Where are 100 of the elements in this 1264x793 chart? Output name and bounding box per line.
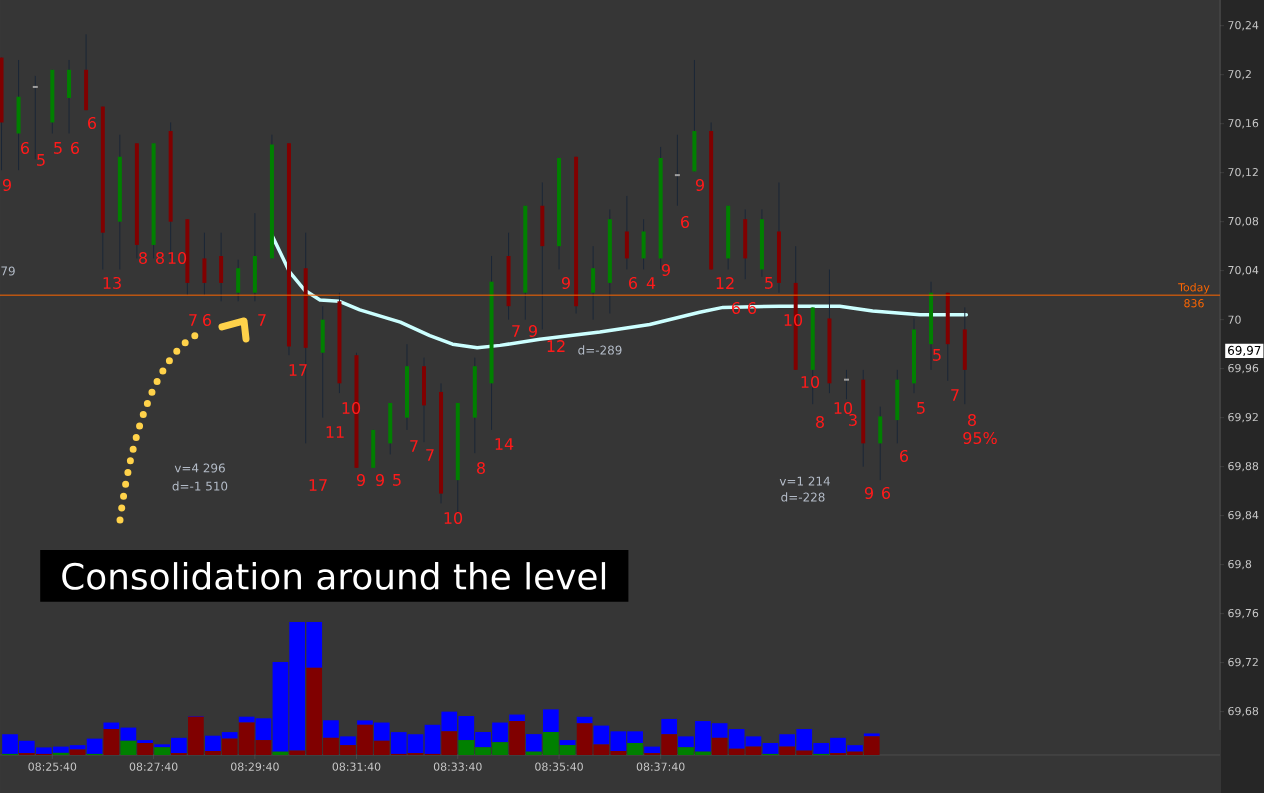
bar [154, 747, 170, 755]
annotation: 10 [342, 401, 361, 414]
bar [120, 740, 137, 755]
x-tick-label: 08:35:40 [535, 762, 583, 771]
y-tick-label: 70,24 [1228, 21, 1259, 31]
bar [52, 752, 69, 755]
y-tick-label: 70,2 [1228, 70, 1251, 80]
bar [610, 750, 627, 755]
bar [103, 729, 120, 755]
y-tick-label: 69,88 [1228, 461, 1259, 472]
bar [644, 746, 660, 754]
annotation: 7 [258, 314, 266, 326]
bar [509, 721, 525, 755]
annotation: 6 [88, 116, 97, 129]
annotation: 6 [21, 141, 30, 154]
annotation: 9 [2, 178, 11, 191]
annotation: 7 [410, 440, 418, 452]
annotation: 7 [426, 449, 434, 461]
x-tick-label: 08:27:40 [129, 762, 178, 771]
annotation: 8 [816, 415, 824, 428]
annotation: 17 [309, 479, 327, 491]
annotation: 9 [661, 263, 670, 276]
y-tick-label: 70 [1228, 315, 1241, 324]
annotation: 9 [356, 473, 365, 486]
annotation: 17 [289, 364, 307, 376]
annotation: 6 [71, 141, 80, 154]
annotation: 8 [477, 461, 485, 474]
bar [86, 738, 103, 754]
annotation: 11 [326, 426, 344, 438]
bar [593, 725, 610, 745]
annotation: 9 [695, 178, 704, 191]
annotation: 6 [732, 301, 741, 314]
text: 69,97 [1228, 345, 1261, 357]
bar [559, 740, 576, 746]
y-tick-label: 69,68 [1228, 706, 1259, 717]
annotation: v=1 214 [779, 476, 830, 486]
bar [863, 733, 880, 737]
annotation: 13 [103, 276, 121, 289]
bar [525, 734, 542, 752]
y-tick-label: 69,8 [1228, 559, 1252, 570]
annotation: 8 [139, 251, 147, 264]
annotation: 7 [512, 325, 520, 337]
annotation: 4 [646, 277, 656, 289]
annotation: 5 [765, 277, 773, 289]
annotation: 12 [547, 340, 565, 352]
annotation: d=-1 510 [172, 481, 228, 491]
annotation: 5 [393, 474, 401, 486]
annotation: 6 [681, 215, 690, 228]
x-tick-label: 08:25:40 [28, 762, 77, 771]
annotation: 7 [189, 314, 197, 326]
annotation: 9 [561, 276, 570, 289]
annotation: 8 [968, 413, 976, 426]
annotation: 7 [951, 389, 959, 401]
y-tick-label: 69,84 [1228, 510, 1259, 521]
annotation: 10 [444, 511, 463, 525]
annotation: 12 [716, 277, 734, 289]
y-tick-label: 70,12 [1228, 167, 1258, 178]
annotation: 6 [629, 276, 638, 289]
annotation: 5 [933, 349, 941, 361]
y-tick-label: 70,16 [1228, 118, 1259, 129]
bar [661, 718, 678, 735]
annotation: 6 [882, 486, 891, 499]
annotation: 6 [203, 313, 212, 326]
annotation: d=-289 [578, 345, 622, 355]
bar [627, 743, 643, 755]
x-tick-label: 08:33:40 [433, 762, 482, 771]
annotation: 5 [37, 154, 45, 166]
annotation: d=-228 [781, 492, 825, 502]
annotation: 10 [168, 251, 187, 264]
annotation: 6 [748, 301, 757, 314]
annotation: 79 [1, 266, 15, 276]
annotation: 6 [900, 449, 909, 463]
bar [542, 709, 559, 732]
annotation: 5 [917, 402, 925, 414]
y-tick-label: 69,76 [1228, 608, 1259, 619]
annotation: 9 [528, 324, 537, 337]
annotation: 9 [864, 486, 873, 499]
y-tick-label: 70,04 [1228, 265, 1259, 276]
y-tick-label: 69,72 [1228, 657, 1258, 668]
x-tick-label: 08:31:40 [332, 762, 381, 771]
annotation: 10 [784, 313, 803, 326]
annotation: v=4 296 [174, 463, 225, 473]
y-tick-label: 69,92 [1228, 412, 1258, 423]
annotation: Consolidation around the level [62, 562, 606, 590]
bar [137, 743, 153, 755]
annotation: 14 [495, 438, 514, 450]
annotation: 9 [375, 473, 384, 486]
x-tick-label: 08:29:40 [231, 762, 279, 771]
y-tick-label: 69,96 [1228, 363, 1259, 374]
annotation: 5 [54, 142, 62, 154]
annotation: 10 [834, 401, 853, 414]
annotation: 8 [156, 251, 164, 264]
x-tick-label: 08:37:40 [636, 762, 685, 771]
bar [509, 714, 525, 722]
bar [103, 722, 120, 730]
annotation: 3 [849, 413, 857, 426]
annotation: 95% [963, 431, 997, 445]
annotation: 10 [801, 375, 820, 388]
ref-line-label: Today 836 [1178, 282, 1210, 308]
y-tick-label: 70,08 [1228, 216, 1259, 227]
